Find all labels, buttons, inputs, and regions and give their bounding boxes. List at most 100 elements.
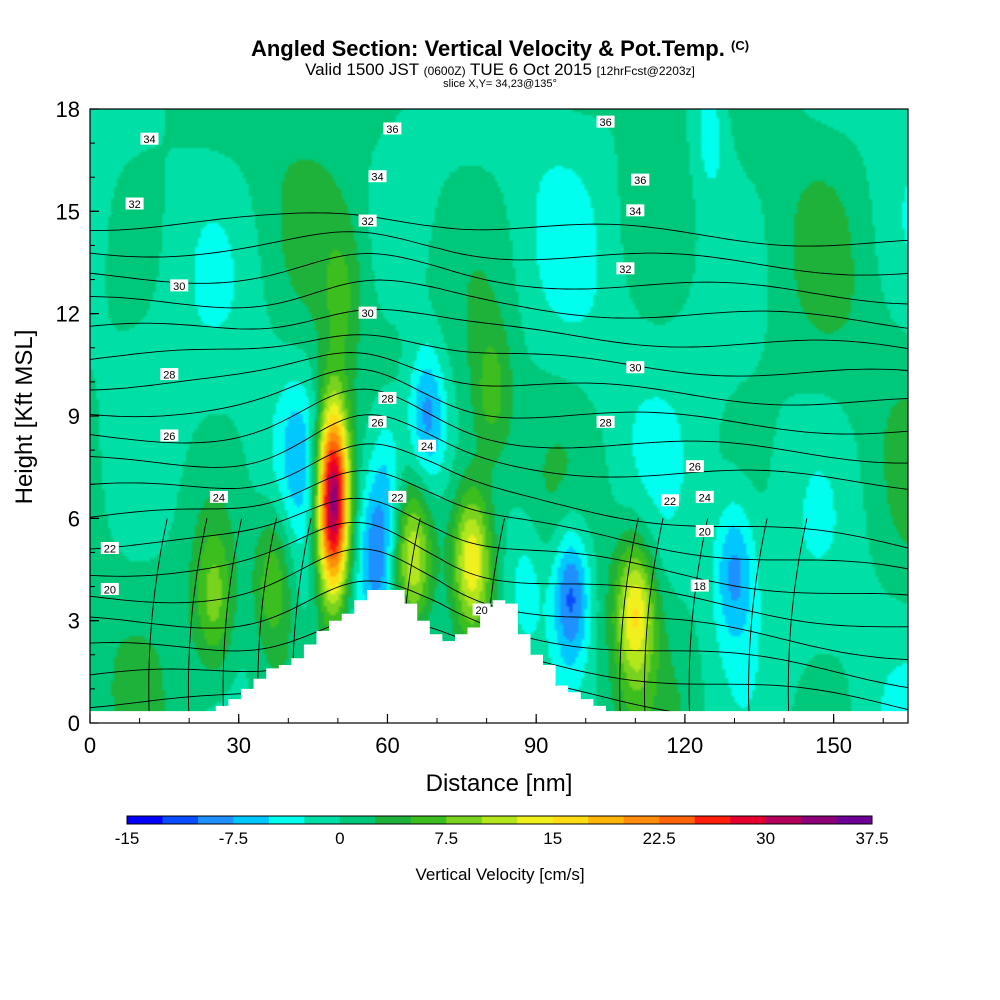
colorbar-tick-label: -7.5 (219, 829, 248, 848)
colorbar-swatch (517, 816, 554, 824)
isentrope (90, 253, 908, 305)
colorbar-swatch (233, 816, 270, 824)
y-tick-label: 12 (56, 302, 80, 327)
isentrope (90, 521, 908, 628)
colorbar-swatch (765, 816, 802, 824)
title-main: Angled Section: Vertical Velocity & Pot.… (250, 36, 725, 61)
colorbar-swatch (730, 816, 766, 824)
isentrope-label: 30 (626, 361, 645, 375)
isentrope-label: 20 (472, 603, 491, 617)
isentrope (90, 334, 908, 377)
colorbar-swatch (481, 816, 518, 824)
isentrope-lower (644, 518, 664, 713)
colorbar-swatch (588, 816, 624, 824)
y-tick-label: 9 (68, 404, 80, 429)
label-box (125, 197, 144, 210)
isentrope-label: 28 (160, 368, 179, 382)
label-text: 36 (386, 124, 398, 136)
x-axis-label: Distance [nm] (426, 770, 573, 797)
isentrope (90, 470, 908, 570)
isentrope-label: 22 (388, 490, 407, 504)
label-box (418, 439, 437, 452)
label-text: 30 (629, 363, 641, 375)
label-box (383, 122, 402, 135)
label-box (100, 542, 119, 555)
colorbar-swatch (694, 816, 731, 824)
colorbar-swatch (446, 816, 483, 824)
y-tick-label: 15 (56, 199, 80, 224)
label-box (358, 306, 377, 319)
colorbar-label: Vertical Velocity [cm/s] (415, 865, 584, 884)
label-box (378, 391, 397, 404)
label-text: 20 (476, 605, 488, 617)
label-box (616, 262, 635, 275)
colorbar (126, 815, 873, 825)
chart-title: Angled Section: Vertical Velocity & Pot.… (0, 36, 1000, 62)
isentrope (90, 308, 908, 350)
label-text: 36 (599, 117, 611, 129)
isentrope-lower (688, 518, 709, 713)
colorbar-swatch (304, 816, 341, 824)
isentrope (90, 443, 908, 549)
isentrope-label: 26 (368, 415, 387, 429)
colorbar-tick-label: 30 (756, 829, 775, 848)
isentrope-label: 26 (685, 460, 704, 474)
label-box (209, 490, 228, 503)
isentrope-label: 30 (358, 306, 377, 320)
y-tick-label: 18 (56, 97, 80, 122)
label-text: 32 (619, 264, 631, 276)
colorbar-swatch (127, 816, 163, 824)
forecast-info: [12hrFcst@2203z] (596, 64, 695, 78)
y-tick-label: 6 (68, 506, 80, 531)
colorbar-tick-label: 15 (543, 829, 562, 848)
label-box (661, 494, 680, 507)
label-box (160, 368, 179, 381)
label-box (140, 132, 159, 145)
colorbar-swatch (801, 816, 837, 824)
colorbar-tick-label: -15 (115, 829, 140, 848)
isentrope-label: 28 (378, 391, 397, 405)
valid-utc: (0600Z) (423, 64, 466, 78)
valid-date: TUE 6 Oct 2015 (470, 60, 592, 79)
label-text: 20 (104, 584, 116, 596)
y-tick-label: 3 (68, 609, 80, 634)
colorbar-tick-label: 37.5 (855, 829, 888, 848)
isentrope-label: 32 (616, 262, 635, 276)
x-tick-label: 30 (226, 733, 250, 758)
isentrope (90, 352, 908, 406)
label-box (685, 460, 704, 473)
isentrope-labels: 34 36 36 34 36 32 32 34 32 30 30 30 28 28 28 26 26 26 24 24… (100, 115, 714, 617)
label-box (388, 490, 407, 503)
isentrope-label: 34 (140, 132, 159, 146)
isentrope-label: 32 (358, 214, 377, 228)
title-units: (C) (731, 38, 750, 53)
isentrope-label: 28 (596, 415, 615, 429)
label-text: 30 (173, 281, 185, 293)
label-box (170, 279, 189, 292)
colorbar-swatch (552, 816, 589, 824)
colorbar-swatch (339, 816, 376, 824)
label-box (472, 603, 491, 616)
label-text: 20 (699, 526, 711, 538)
colorbar-swatch (410, 816, 447, 824)
isentrope-label: 34 (626, 204, 645, 218)
isentrope (90, 388, 908, 464)
label-text: 30 (361, 308, 373, 320)
label-text: 28 (599, 417, 611, 429)
label-box (626, 361, 645, 374)
isentrope-lower (787, 518, 808, 713)
terrain (90, 590, 908, 723)
isentrope-label: 34 (368, 170, 387, 184)
label-box (596, 415, 615, 428)
isentrope-lower (748, 518, 768, 713)
label-box (695, 490, 714, 503)
isentrope (90, 212, 908, 247)
colorbar-swatch (659, 816, 695, 824)
x-axis: 0 30 60 90 120 150 (84, 714, 884, 758)
y-axis-label: Height [Kft MSL] (11, 330, 38, 505)
isentrope (90, 368, 908, 435)
label-text: 32 (361, 216, 373, 228)
label-text: 24 (213, 492, 225, 504)
label-box (358, 214, 377, 227)
